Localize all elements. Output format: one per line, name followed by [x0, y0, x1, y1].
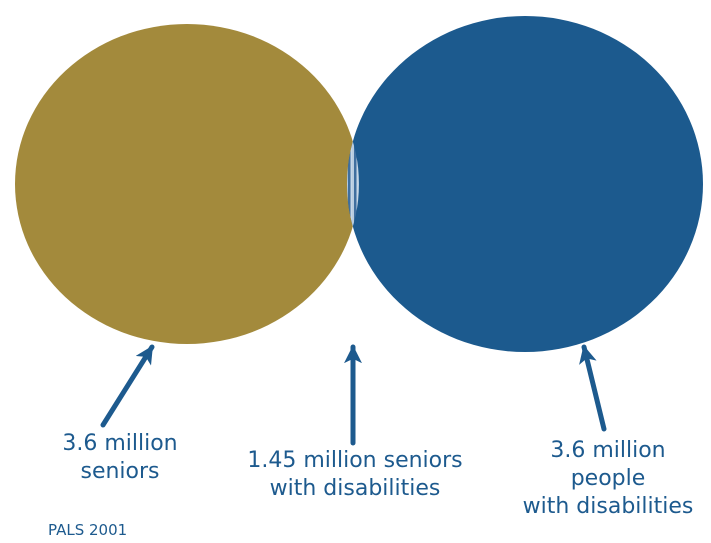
disabilities-label-line: 3.6 million [550, 438, 666, 463]
source-note: PALS 2001 [48, 521, 128, 539]
disabilities-label: 3.6 million people with disabilities [505, 437, 711, 521]
overlap-label-line: 1.45 million seniors [247, 448, 463, 473]
overlap-label-line: with disabilities [269, 476, 441, 501]
overlap-label: 1.45 million seniors with disabilities [205, 447, 505, 503]
seniors-arrow [100, 344, 155, 428]
disabilities-label-line: people [570, 466, 646, 491]
seniors-label-line: 3.6 million [62, 431, 178, 456]
seniors-label-line: seniors [80, 459, 160, 484]
seniors-circle [15, 24, 359, 344]
disabilities-label-line: with disabilities [522, 494, 694, 519]
seniors-label: 3.6 million seniors [20, 430, 220, 486]
disabilities-arrow [579, 344, 607, 432]
disabilities-circle [347, 16, 703, 352]
